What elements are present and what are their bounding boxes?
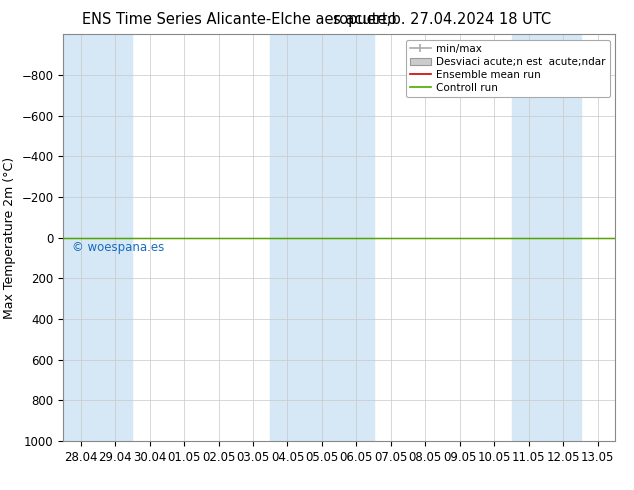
Bar: [270, 34, 373, 441]
Text: ENS Time Series Alicante-Elche aeropuerto: ENS Time Series Alicante-Elche aeropuert…: [82, 12, 397, 27]
Text: © woespana.es: © woespana.es: [72, 241, 164, 254]
Text: s acute;b. 27.04.2024 18 UTC: s acute;b. 27.04.2024 18 UTC: [333, 12, 552, 27]
Legend: min/max, Desviaci acute;n est  acute;ndar, Ensemble mean run, Controll run: min/max, Desviaci acute;n est acute;ndar…: [406, 40, 610, 97]
Bar: [63, 34, 133, 441]
Y-axis label: Max Temperature 2m (°C): Max Temperature 2m (°C): [3, 157, 16, 318]
Bar: [512, 34, 581, 441]
